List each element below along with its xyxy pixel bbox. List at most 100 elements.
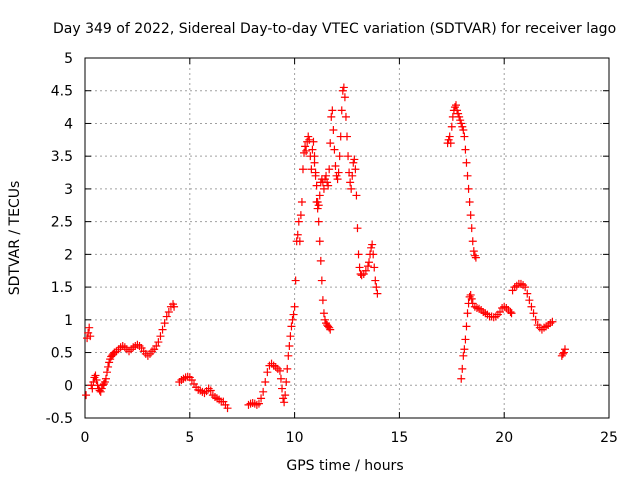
data-point: [164, 307, 173, 316]
data-point: [206, 386, 215, 395]
data-point: [365, 258, 374, 267]
x-tick-label: 10: [286, 430, 304, 446]
data-point: [367, 243, 376, 252]
plot-frame: [84, 57, 610, 419]
data-point: [467, 294, 476, 303]
data-point: [257, 394, 266, 403]
data-point: [471, 253, 480, 262]
data-point: [463, 171, 472, 180]
data-point: [457, 119, 466, 128]
data-point: [350, 155, 359, 164]
data-point: [491, 312, 500, 321]
data-point: [361, 266, 370, 275]
data-point: [348, 171, 357, 180]
data-point: [341, 112, 350, 121]
data-point: [346, 178, 355, 187]
chart-title: Day 349 of 2022, Sidereal Day-to-day VTE…: [53, 21, 616, 37]
data-point: [460, 132, 469, 141]
data-point: [451, 101, 460, 110]
data-point: [463, 309, 472, 318]
data-point: [457, 374, 466, 383]
data-point: [295, 237, 304, 246]
y-tick-label: 3: [64, 182, 73, 198]
data-point: [297, 198, 306, 206]
data-point: [349, 158, 358, 167]
data-point: [447, 122, 456, 131]
data-point: [523, 289, 532, 298]
y-tick-label: 1.5: [51, 280, 73, 296]
data-point: [307, 165, 316, 174]
data-point: [288, 315, 297, 324]
data-point: [286, 332, 295, 341]
data-point: [333, 175, 342, 184]
data-point: [467, 224, 476, 233]
data-point: [158, 325, 167, 334]
data-point: [317, 276, 326, 285]
data-point: [120, 343, 129, 352]
y-tick-label: 1: [64, 313, 73, 329]
data-point: [278, 384, 287, 393]
data-point: [91, 371, 100, 380]
x-tick-label: 20: [495, 430, 513, 446]
data-point: [347, 184, 356, 193]
data-point: [104, 362, 113, 371]
grid-lines: [85, 58, 609, 418]
data-point: [310, 158, 319, 167]
data-point: [311, 168, 320, 177]
data-point: [340, 93, 349, 102]
data-point: [170, 302, 179, 311]
data-point: [86, 332, 95, 341]
data-point: [525, 296, 534, 305]
data-point: [320, 315, 329, 324]
data-point: [156, 332, 165, 341]
data-point: [446, 139, 455, 148]
data-point: [548, 317, 557, 326]
data-point: [160, 319, 169, 328]
data-point: [291, 276, 300, 285]
data-point: [313, 198, 322, 206]
data-point: [325, 165, 334, 174]
data-point: [370, 263, 379, 272]
data-point: [502, 304, 511, 313]
data-point: [455, 112, 464, 121]
data-point: [276, 374, 285, 383]
data-point: [343, 132, 351, 141]
data-point: [331, 162, 340, 170]
data-point: [125, 347, 134, 356]
data-point: [309, 137, 318, 146]
data-point: [305, 135, 314, 144]
data-point: [92, 376, 101, 385]
data-point: [559, 348, 568, 357]
data-point: [308, 145, 317, 154]
data-point: [368, 240, 377, 249]
data-point: [354, 250, 363, 259]
data-point: [344, 152, 353, 161]
data-point: [456, 116, 465, 125]
data-point: [298, 165, 307, 174]
data-point: [97, 384, 106, 393]
data-point: [96, 387, 105, 396]
data-point: [287, 322, 296, 331]
data-point: [469, 247, 478, 256]
data-point: [334, 168, 343, 177]
y-tick-label: -0.5: [46, 411, 73, 427]
data-point: [329, 126, 338, 134]
data-point: [506, 307, 515, 316]
data-point: [330, 145, 339, 154]
data-point: [460, 345, 469, 354]
data-point: [281, 391, 290, 400]
data-point: [327, 112, 336, 121]
x-tick-label: 25: [600, 430, 618, 446]
data-point: [296, 211, 305, 220]
data-point: [302, 146, 311, 155]
data-point: [316, 256, 325, 265]
data-point: [290, 302, 299, 311]
data-point: [527, 302, 536, 311]
data-point: [301, 142, 310, 151]
y-tick-label: 4: [64, 116, 73, 132]
data-point: [103, 368, 112, 377]
data-point: [339, 83, 348, 92]
data-point: [369, 250, 378, 259]
data-point: [462, 322, 471, 331]
